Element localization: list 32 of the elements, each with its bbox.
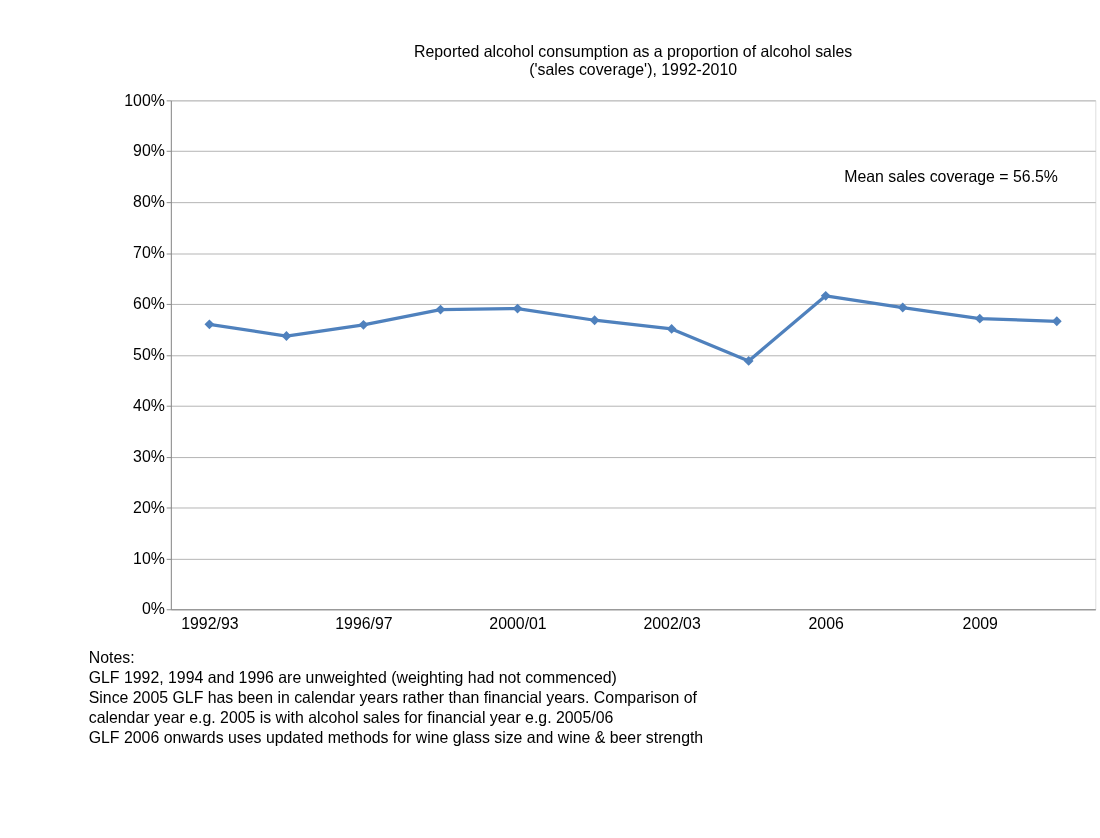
y-tick-label: 80% — [133, 193, 165, 211]
x-tick-label: 1996/97 — [335, 615, 393, 633]
text: GLF 2006 onwards uses updated methods for wine glass size and wine & beer strength — [88, 728, 704, 746]
x-tick-label: 2009 — [962, 615, 999, 633]
point — [820, 290, 831, 301]
y-tick-label: 10% — [133, 549, 165, 567]
point — [743, 356, 754, 366]
text: calendar year e.g. 2005 is with alcohol sales for financial year e.g. 2005/06 — [88, 708, 614, 726]
y-tick-label: 60% — [133, 295, 165, 313]
y-tick-label: 30% — [133, 447, 165, 465]
y-tick-label: 100% — [124, 91, 165, 109]
point — [897, 302, 908, 313]
point — [281, 331, 292, 341]
annotation: Mean sales coverage = 56.5% — [844, 167, 1058, 185]
text: Since 2005 GLF has been in calendar years rather than financial years. Comparison of — [88, 688, 698, 706]
point — [358, 319, 369, 330]
x-tick-label: 2000/01 — [489, 615, 547, 633]
point — [974, 313, 985, 324]
y-tick-label: 40% — [133, 396, 165, 414]
chart-title: Reported alcohol consumption as a proportion of alcohol sales ('sales coverage'), 1992-2010 — [414, 43, 853, 79]
text: Notes: — [88, 648, 135, 666]
x-tick-label: 2006 — [808, 615, 844, 633]
y-tick-label: 70% — [133, 244, 165, 262]
point — [204, 319, 215, 330]
x-tick-label: 2002/03 — [643, 615, 701, 633]
text: GLF 1992, 1994 and 1996 are unweighted (weighting had not commenced) — [88, 668, 617, 686]
point — [589, 315, 600, 326]
y-tick-label: 20% — [133, 498, 165, 516]
y-tick-label: 90% — [133, 142, 165, 160]
x-tick-label: 1992/93 — [181, 615, 239, 633]
y-tick-label: 50% — [133, 345, 165, 363]
y-tick-label: 0% — [141, 600, 165, 618]
